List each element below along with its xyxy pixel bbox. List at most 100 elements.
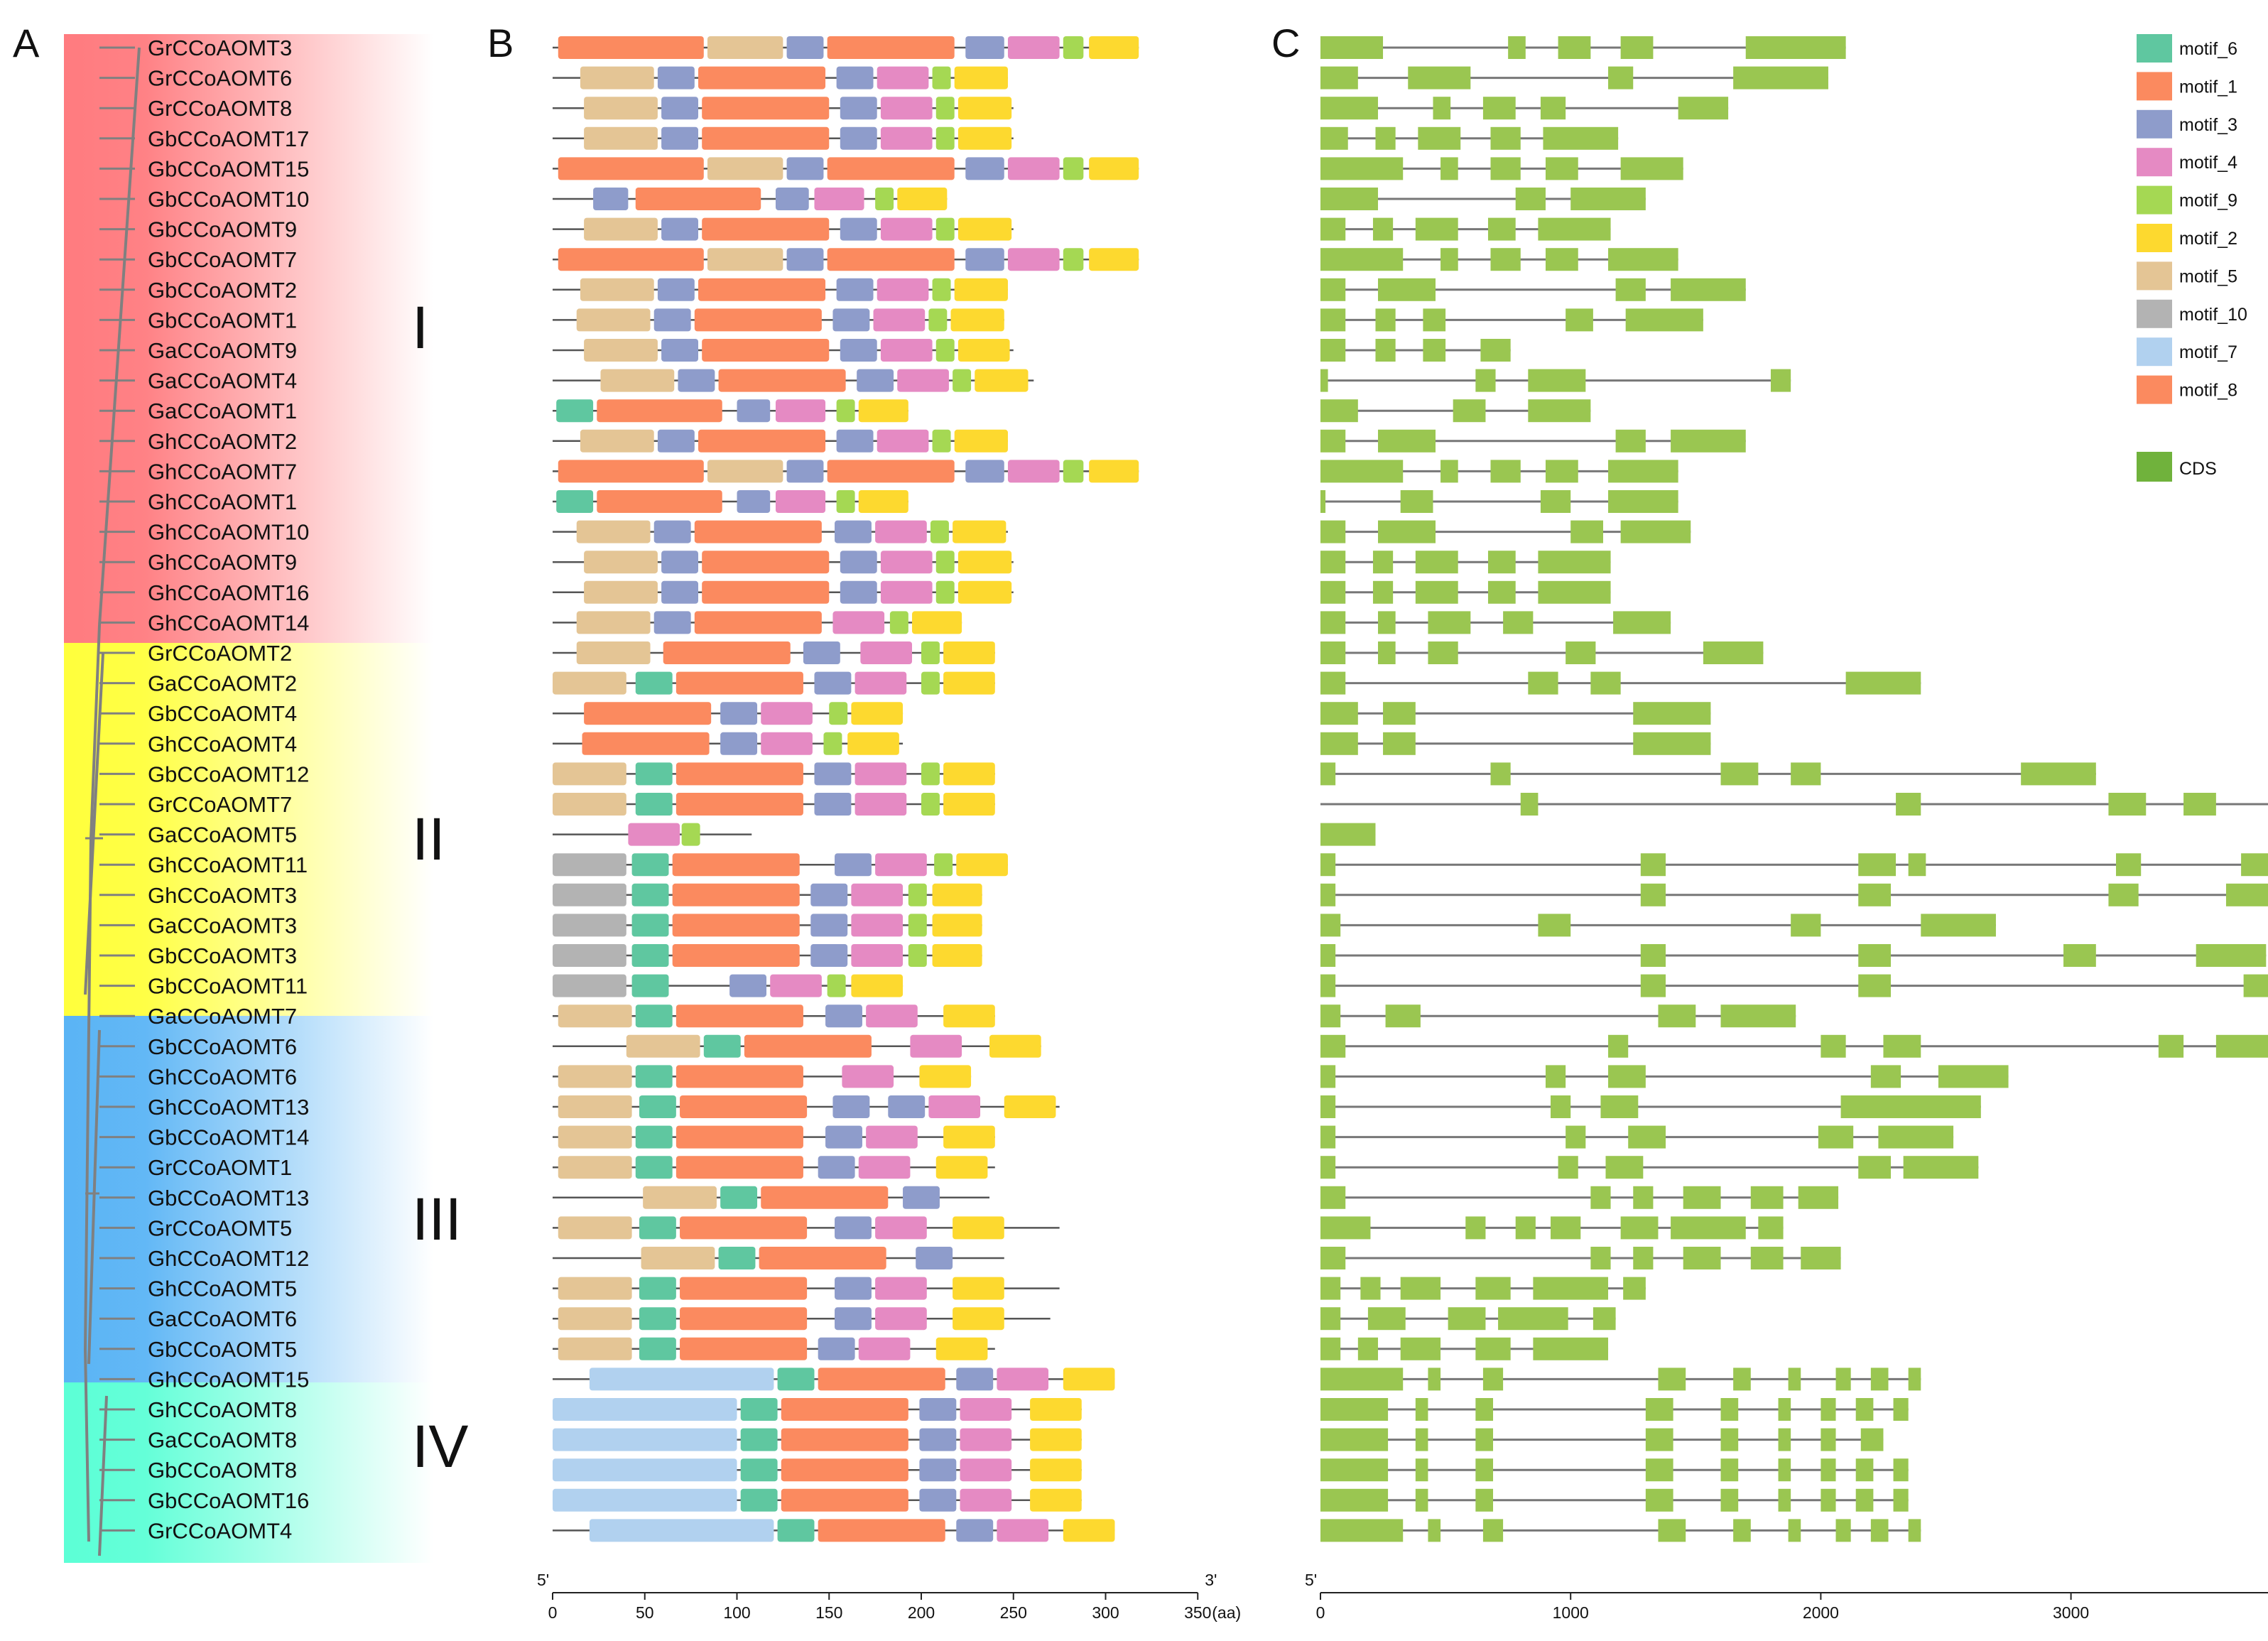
gene-row <box>1320 580 1611 604</box>
gene-label: GrCCoAOMT1 <box>148 1155 292 1180</box>
protein-row <box>553 1125 995 1149</box>
cds-exon <box>1733 66 1828 90</box>
motif-box-m8 <box>558 460 704 483</box>
protein-row <box>553 490 908 513</box>
cds-exon <box>1515 1216 1536 1240</box>
motif-box-m3 <box>720 702 758 725</box>
cds-exon <box>1750 1186 1784 1209</box>
motif-box-m1 <box>672 853 800 877</box>
cds-exon <box>1320 762 1336 786</box>
motif-box-m4 <box>877 278 929 301</box>
motif-box-m9 <box>932 278 951 301</box>
cds-exon <box>1893 1458 1909 1482</box>
cds-exon <box>1528 399 1591 423</box>
cds-exon <box>1415 1398 1428 1421</box>
motif-box-m3 <box>661 217 699 241</box>
cds-exon <box>1320 853 1336 877</box>
motif-box-m1 <box>694 308 822 332</box>
motif-box-m7 <box>553 1458 737 1482</box>
cds-exon <box>1320 974 1336 997</box>
gene-tick-label: 1000 <box>1553 1603 1589 1622</box>
cds-exon <box>1720 1004 1796 1028</box>
cds-exon <box>1605 1156 1644 1179</box>
cds-exon <box>1538 914 1571 937</box>
cds-exon <box>1545 248 1578 271</box>
cds-exon <box>1433 97 1451 120</box>
motif-box-m6 <box>639 1277 676 1300</box>
motif-box-m1 <box>718 369 846 392</box>
cds-exon <box>1545 157 1578 180</box>
gene-label: GrCCoAOMT8 <box>148 96 292 121</box>
motif-box-m6 <box>777 1519 815 1542</box>
motif-box-m9 <box>1063 157 1084 180</box>
protein-row <box>553 429 1008 453</box>
motif-box-m1 <box>680 1095 808 1118</box>
cds-exon <box>1320 611 1346 634</box>
motif-box-m6 <box>635 1004 673 1028</box>
motif-box-m1 <box>584 702 712 725</box>
cds-exon <box>1620 520 1691 543</box>
motif-box-m4 <box>854 793 907 816</box>
motif-box-m3 <box>919 1398 957 1421</box>
motif-box-m3 <box>657 66 695 90</box>
protein-tick-label: 300 <box>1092 1603 1119 1622</box>
cds-exon <box>1320 1004 1341 1028</box>
cds-exon <box>1903 1156 1979 1179</box>
cds-exon <box>1480 339 1511 362</box>
cds-exon <box>1545 1065 1566 1088</box>
cds-exon <box>1475 1458 1494 1482</box>
motif-box-m1 <box>827 460 955 483</box>
cds-exon <box>1367 1307 1406 1331</box>
cds-exon <box>1465 1216 1486 1240</box>
cds-exon <box>1645 1488 1673 1512</box>
motif-box-m9 <box>823 732 842 755</box>
motif-box-m2 <box>1063 1368 1115 1391</box>
cds-exon <box>1538 580 1611 604</box>
motif-box-m2 <box>919 1065 972 1088</box>
cds-exon <box>1633 732 1711 755</box>
motif-box-m1 <box>680 1216 808 1240</box>
protein-length-axis: 0 50 100 150 200 250 300 350 (aa) 5' 3' <box>537 1571 1241 1622</box>
motif-box-m1 <box>781 1488 908 1512</box>
protein-row <box>553 66 1008 90</box>
tree-backbone <box>84 653 104 995</box>
motif-box-m3 <box>775 188 809 210</box>
cds-exon <box>2158 1034 2184 1058</box>
motif-box-m1 <box>759 1247 886 1269</box>
cds-exon <box>1908 1519 1921 1542</box>
cds-exon <box>1893 1398 1909 1421</box>
legend-swatch-motif_4 <box>2137 148 2172 177</box>
cds-exon <box>1482 1368 1504 1391</box>
group-label-III: III <box>412 1186 462 1252</box>
motif-box-m3 <box>818 1337 855 1360</box>
cds-exon <box>1720 1458 1739 1482</box>
gene-label: GbCCoAOMT6 <box>148 1034 297 1059</box>
motif-box-m1 <box>827 36 955 59</box>
legend-swatch-motif_9 <box>2137 185 2172 215</box>
cds-exon <box>1498 1307 1568 1331</box>
cds-exon <box>2183 793 2216 816</box>
gene-row <box>1320 671 1921 695</box>
motif-box-m5 <box>580 278 654 301</box>
motif-box-m2 <box>975 369 1029 392</box>
protein-row <box>553 1368 1115 1391</box>
motif-box-m4 <box>814 188 864 210</box>
motif-box-m4 <box>770 974 822 997</box>
gene-row <box>1320 1307 1616 1331</box>
motif-box-m4 <box>880 580 933 604</box>
motif-box-m6 <box>635 762 673 786</box>
cds-exon <box>1320 188 1379 210</box>
protein-row <box>553 671 995 695</box>
motif-box-m9 <box>932 429 951 453</box>
motif-box-m4 <box>1007 460 1060 483</box>
cds-exon <box>1383 702 1416 725</box>
gene-label: GbCCoAOMT12 <box>148 762 309 786</box>
cds-exon <box>1640 974 1666 997</box>
cds-exon <box>1870 1368 1889 1391</box>
cds-exon <box>1720 1488 1739 1512</box>
panel-c-letter: C <box>1271 21 1300 65</box>
cds-exon <box>1320 702 1358 725</box>
motif-box-m1 <box>818 1519 945 1542</box>
gene-row <box>1320 793 2268 816</box>
cds-exon <box>1320 157 1404 180</box>
